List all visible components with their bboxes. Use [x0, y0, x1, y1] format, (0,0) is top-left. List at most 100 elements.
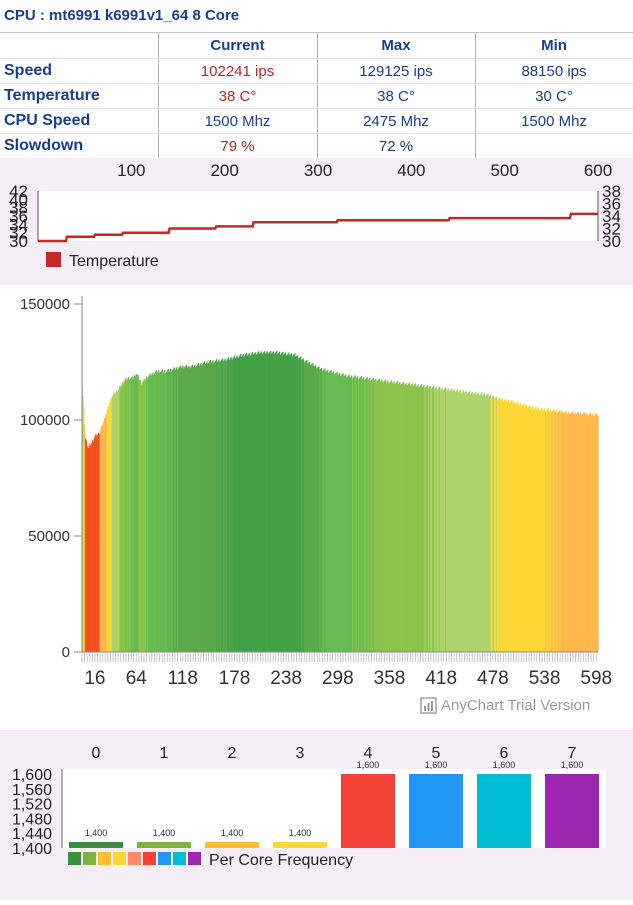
- speed-bar: [505, 398, 507, 652]
- speed-bar: [232, 358, 234, 652]
- speed-bar: [417, 384, 419, 652]
- speed-bar: [265, 352, 268, 652]
- speed-bar: [493, 395, 495, 652]
- speed-bar: [212, 360, 214, 652]
- speed-bar: [228, 357, 230, 652]
- speed-bar: [155, 370, 157, 652]
- speed-bar: [213, 363, 215, 652]
- speed-bar: [558, 410, 560, 652]
- speed-bar: [325, 371, 327, 652]
- speed-bar: [114, 394, 116, 652]
- speed-bar: [576, 412, 579, 652]
- speed-bar: [412, 386, 414, 652]
- speed-bar: [104, 418, 106, 652]
- speed-bar: [588, 414, 590, 652]
- speed-bar: [137, 374, 139, 652]
- speed-bar: [141, 382, 144, 652]
- speed-bar: [218, 359, 220, 652]
- speed-bar: [197, 363, 200, 652]
- speed-bar: [440, 388, 442, 652]
- speed-bar: [383, 380, 386, 652]
- speed-bar: [467, 392, 469, 652]
- speed-bar: [215, 359, 218, 652]
- y-tick-label-right: 32: [602, 220, 621, 239]
- speed-bar: [393, 381, 395, 652]
- speed-bar: [585, 414, 587, 652]
- speed-bar: [116, 390, 118, 652]
- speed-bar: [355, 378, 357, 652]
- speed-bar: [271, 353, 273, 652]
- speed-bar: [168, 371, 170, 652]
- bar-chart-icon: [420, 697, 437, 714]
- speed-bar: [364, 379, 367, 652]
- speed-bar: [491, 397, 493, 652]
- core-value-label: 1,400: [221, 828, 244, 838]
- speed-bar: [551, 412, 553, 652]
- speed-bar: [83, 406, 85, 652]
- speed-bar: [533, 408, 535, 652]
- speed-bar: [447, 388, 449, 652]
- speed-bar: [371, 378, 374, 652]
- legend-swatch: [68, 852, 81, 865]
- speed-bar: [299, 357, 301, 652]
- speed-bar: [520, 406, 523, 652]
- speed-bar: [430, 389, 432, 652]
- speed-bar: [279, 354, 281, 652]
- speed-bar: [239, 355, 241, 652]
- speed-bar: [370, 380, 372, 652]
- speed-bar: [329, 370, 331, 652]
- speed-bar: [174, 369, 176, 652]
- speed-bar: [177, 369, 179, 652]
- speed-bar: [167, 368, 169, 652]
- speed-bar: [495, 396, 498, 652]
- speed-bar: [322, 370, 324, 652]
- speed-bar: [143, 378, 145, 652]
- speed-bar: [289, 355, 291, 652]
- speed-bar: [179, 365, 181, 652]
- speed-bar: [504, 399, 506, 652]
- speed-bar: [568, 411, 570, 652]
- speed-bar: [161, 369, 163, 652]
- speed-bar: [342, 373, 344, 652]
- speed-bar: [446, 389, 448, 652]
- speed-bar: [472, 394, 474, 652]
- speed-bar: [188, 365, 190, 652]
- speed-bar: [206, 361, 208, 652]
- speed-bar: [371, 379, 373, 652]
- speed-bar: [435, 386, 437, 652]
- y-tick-label-right: 34: [602, 207, 621, 226]
- speed-bar: [445, 390, 448, 652]
- speed-bar: [345, 374, 347, 652]
- speed-bar: [302, 359, 304, 652]
- legend-swatch: [128, 852, 141, 865]
- x-tick-label: 300: [304, 161, 332, 180]
- speed-bar: [165, 373, 167, 652]
- speed-bar: [402, 382, 404, 652]
- speed-bar: [178, 366, 181, 652]
- speed-bar: [442, 390, 444, 652]
- speed-bar: [85, 440, 88, 652]
- speed-bar: [413, 385, 415, 652]
- speed-bar: [185, 364, 187, 652]
- cpu-speed-max: 2475 Mhz: [317, 108, 476, 134]
- speed-bar: [147, 376, 150, 652]
- speed-bar: [246, 352, 248, 652]
- speed-bar: [567, 412, 569, 652]
- speed-bar: [406, 385, 408, 652]
- speed-bar: [247, 354, 249, 652]
- speed-bar: [575, 415, 577, 652]
- speed-bar: [544, 408, 546, 652]
- speed-bar: [462, 391, 464, 652]
- speed-bar: [89, 443, 91, 652]
- speed-bar: [202, 364, 204, 652]
- x-tick-label: 238: [270, 668, 302, 689]
- speed-bar: [256, 353, 258, 652]
- anychart-watermark[interactable]: AnyChart Trial Version: [420, 697, 590, 714]
- speed-bar: [251, 353, 253, 652]
- speed-bar: [163, 371, 165, 652]
- speed-bar: [532, 409, 535, 652]
- temperature-line: [38, 212, 598, 243]
- speed-bar: [475, 391, 477, 652]
- speed-bar: [495, 397, 497, 652]
- speed-bar: [211, 361, 213, 652]
